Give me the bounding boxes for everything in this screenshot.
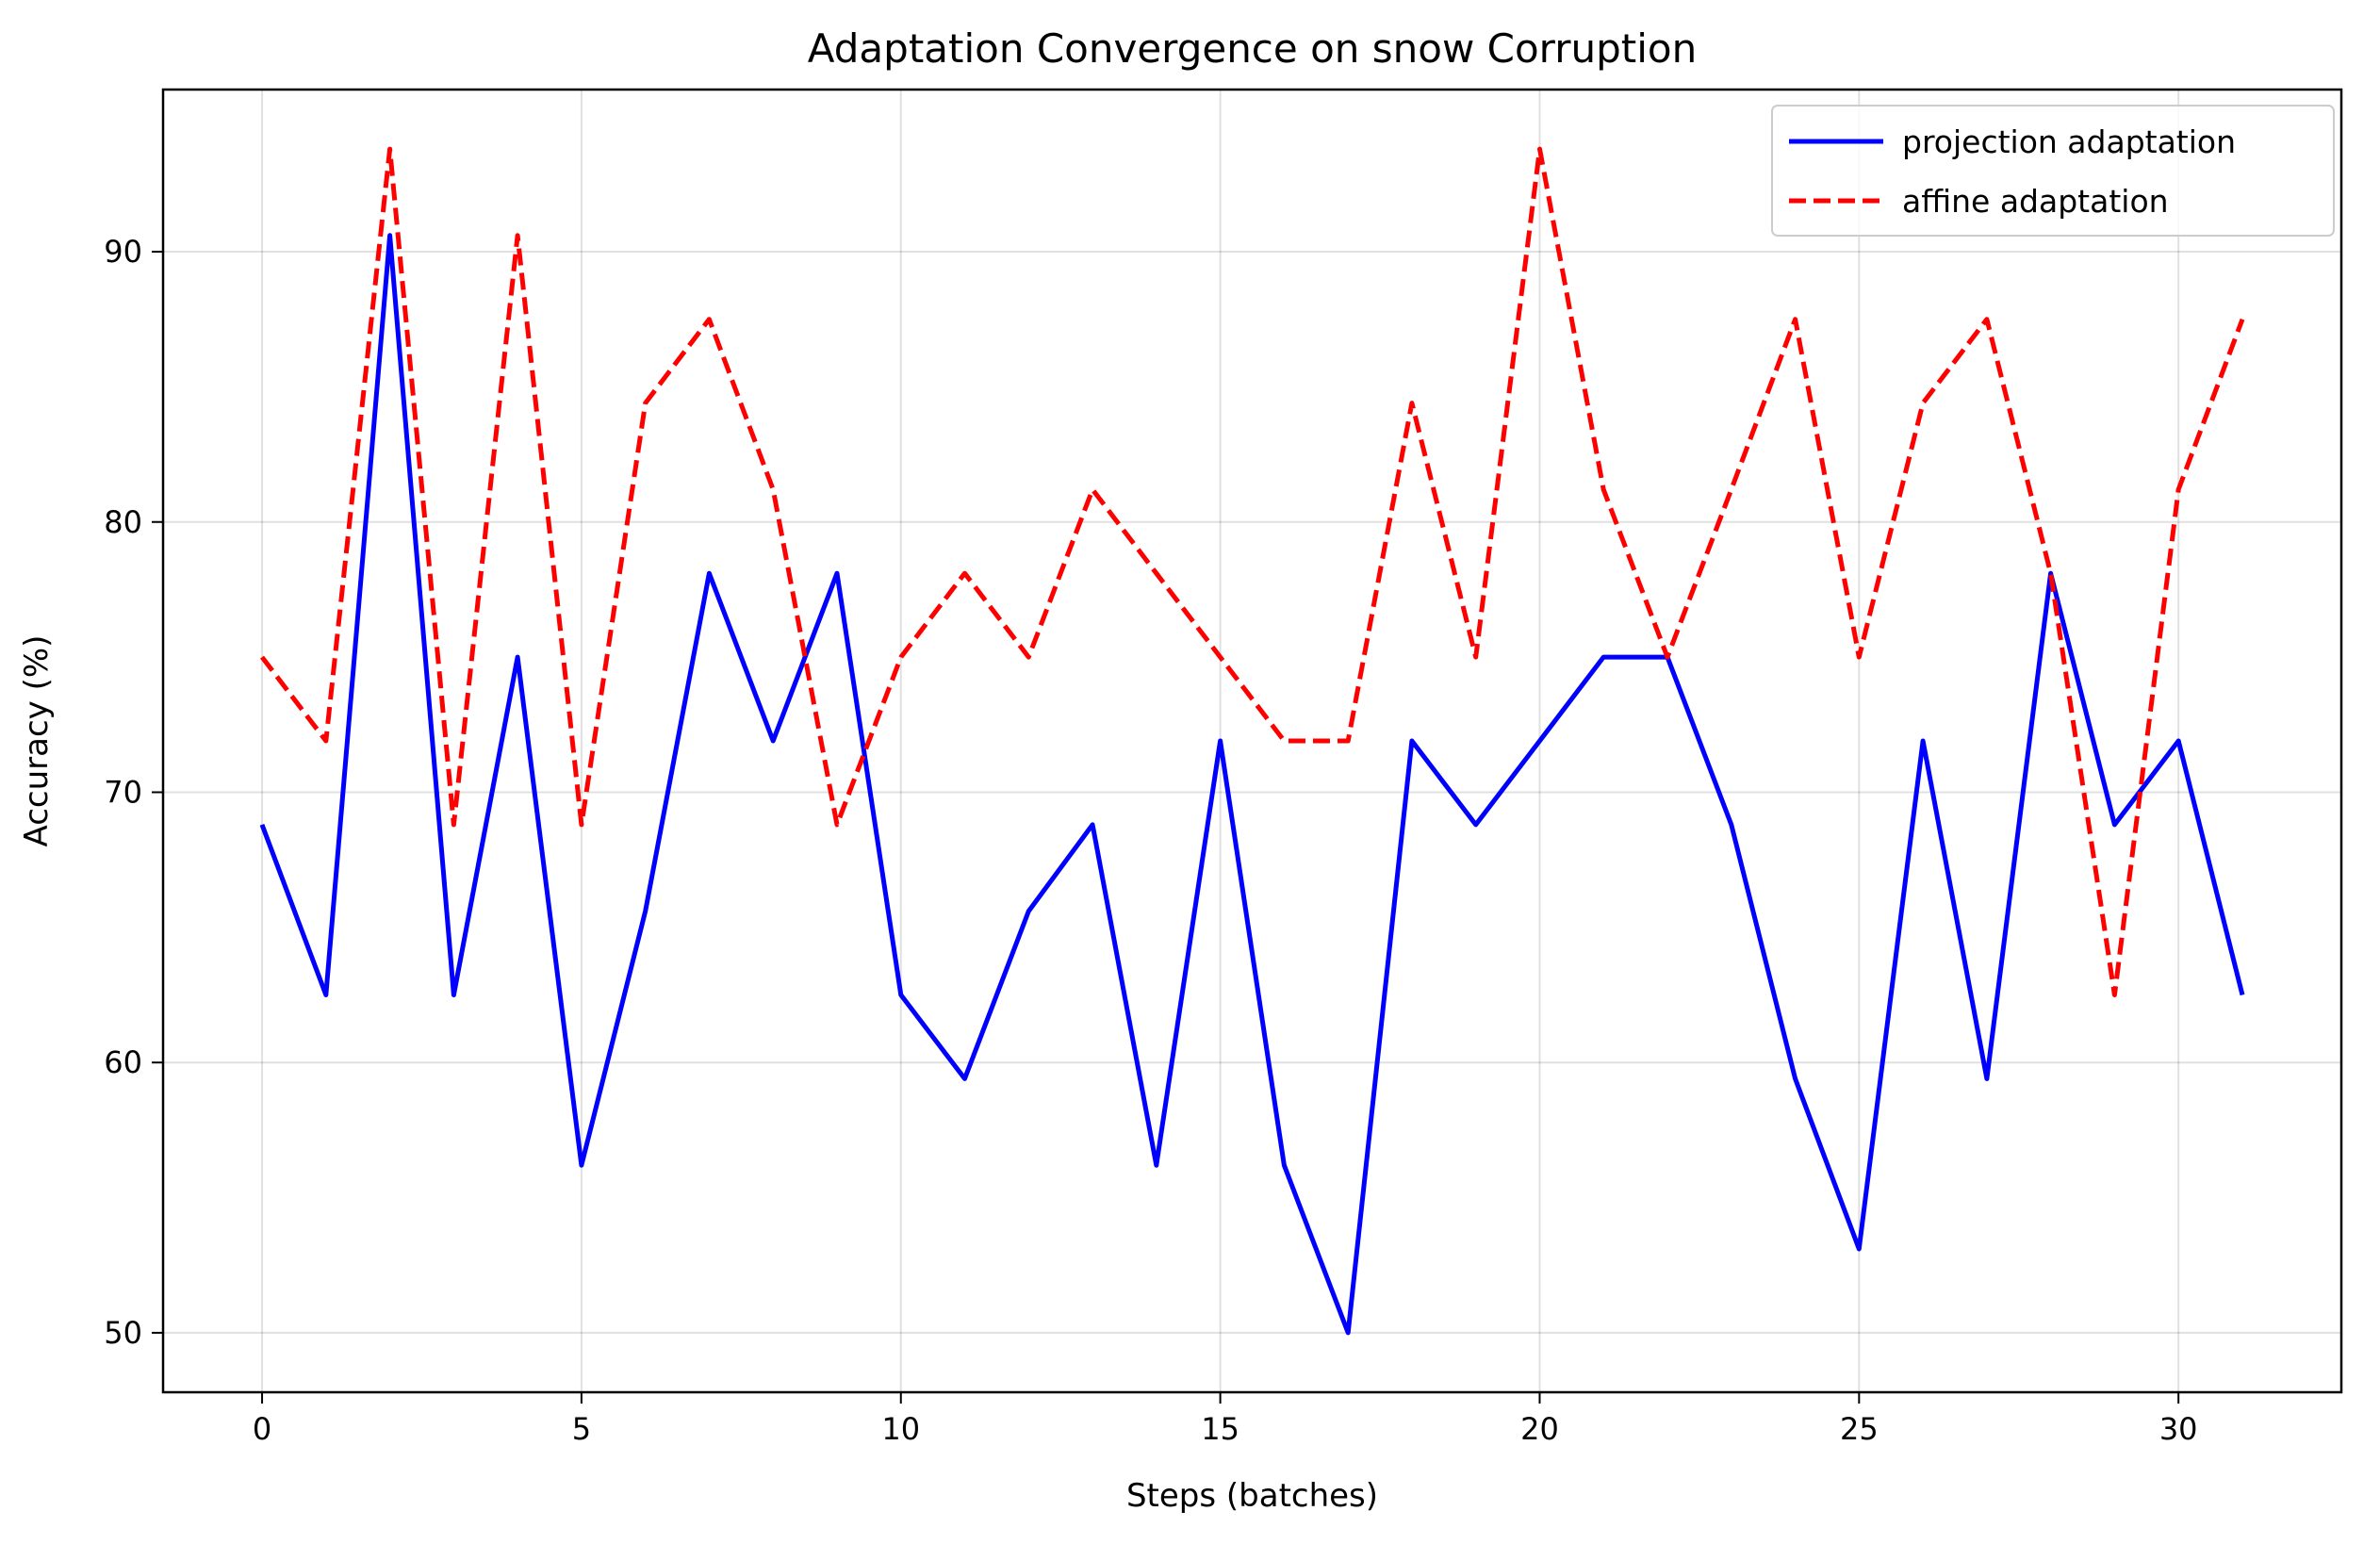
x-tick-label: 10: [881, 1411, 920, 1447]
series-layer: [259, 146, 2245, 1336]
x-tick-label: 5: [572, 1411, 591, 1447]
gridlines: [163, 90, 2341, 1392]
y-tick-label: 70: [104, 774, 142, 810]
x-tick-label: 25: [1840, 1411, 1879, 1447]
x-tick-label: 0: [253, 1411, 271, 1447]
chart-title: Adaptation Convergence on snow Corruptio…: [808, 25, 1697, 72]
plot-frame: [161, 88, 2343, 1394]
projection-adaptation-line: [259, 233, 2245, 1336]
legend-label-projection: projection adaptation: [1902, 123, 2236, 160]
y-axis-label: Accuracy (%): [18, 635, 56, 847]
legend-label-affine: affine adaptation: [1902, 183, 2169, 220]
y-tick-label: 80: [104, 504, 142, 540]
y-tick-label: 90: [104, 234, 142, 270]
y-tick-label: 50: [104, 1315, 142, 1351]
x-tick-label: 15: [1201, 1411, 1239, 1447]
x-tick-label: 20: [1520, 1411, 1559, 1447]
legend: projection adaptation affine adaptation: [1771, 105, 2335, 237]
x-axis: 0 5 10 15 20 25 30: [253, 1392, 2198, 1447]
y-tick-label: 60: [104, 1044, 142, 1080]
x-tick-label: 30: [2159, 1411, 2198, 1447]
legend-box: [1771, 105, 2335, 237]
affine-adaptation-line: [260, 146, 2245, 997]
y-axis: 50 60 70 80 90: [104, 234, 163, 1351]
x-axis-label: Steps (batches): [1126, 1477, 1378, 1515]
